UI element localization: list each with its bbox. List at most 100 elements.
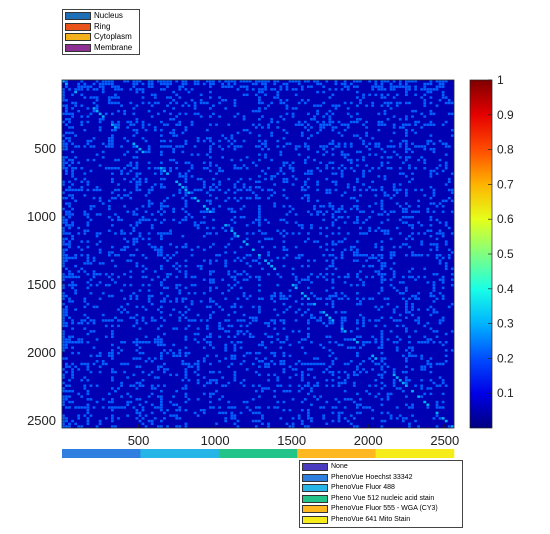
colorbar-tick-label: 1 [497,73,504,87]
heatmap-cell [92,205,96,208]
heatmap-cell [138,398,142,401]
heatmap-cell [166,368,169,371]
heatmap-cell [80,88,84,91]
heatmap-cell [365,131,368,135]
heatmap-cell [163,286,166,290]
heatmap-cell [270,134,274,137]
heatmap-cell [331,321,335,325]
heatmap-cell [184,194,188,197]
heatmap-cell [132,406,136,409]
heatmap-cell [245,128,249,132]
heatmap-cell [202,346,206,349]
heatmap-cell [408,346,411,349]
heatmap-cell [120,169,123,173]
heatmap-cell [365,104,368,107]
heatmap-cell [313,158,316,162]
heatmap-cell [307,259,310,262]
heatmap-cell [297,101,301,105]
heatmap-cell [184,80,188,83]
heatmap-cell [288,376,292,379]
heatmap-cell [395,417,399,420]
heatmap-cell [450,302,454,306]
heatmap-cell [303,338,307,341]
heatmap-cell [135,164,139,167]
heatmap-cell [144,177,148,181]
heatmap-cell [184,422,188,426]
heatmap-cell [380,273,384,276]
heatmap-cell [362,93,365,97]
heatmap-cell [209,202,212,205]
heatmap-cell [251,316,255,319]
heatmap-cell [392,275,396,279]
heatmap-cell [417,205,421,208]
heatmap-cell [359,362,362,366]
heatmap-cell [356,403,359,406]
heatmap-cell [117,308,120,311]
heatmap-cell [322,153,326,156]
heatmap-cell [444,142,448,145]
legend-swatch [65,43,91,52]
heatmap-cell [267,365,270,368]
heatmap-cell [310,362,313,366]
heatmap-cell [193,338,197,341]
heatmap-cell [233,376,237,379]
heatmap-cell [267,254,270,257]
heatmap-cell [236,180,240,184]
heatmap-cell [86,180,90,184]
heatmap-cell [172,118,176,121]
heatmap-cell [147,101,151,105]
heatmap-cell [380,213,384,216]
heatmap-cell [438,341,442,344]
heatmap-cell [68,425,71,428]
heatmap-cell [325,164,329,167]
heatmap-cell [107,215,111,219]
heatmap-cell [405,360,408,363]
heatmap-cell [343,191,347,194]
heatmap-cell [331,248,335,252]
heatmap-cell [352,245,356,249]
heatmap-cell [178,183,182,186]
heatmap-cell [141,384,145,387]
heatmap-cell [245,400,249,404]
heatmap-cell [405,210,408,213]
heatmap-cell [346,215,350,219]
heatmap-cell [383,273,387,276]
heatmap-cell [184,425,188,428]
heatmap-cell [374,142,378,145]
heatmap-cell [279,346,283,349]
heatmap-cell [65,406,68,409]
heatmap-cell [126,139,130,143]
heatmap-cell [175,389,179,393]
heatmap-cell [303,194,307,197]
heatmap-cell [141,270,145,273]
heatmap-cell [429,392,433,396]
heatmap-cell [340,251,344,254]
x-tick-label: 1500 [277,433,306,448]
heatmap-cell [303,158,307,162]
heatmap-cell [392,245,396,249]
heatmap-cell [135,131,139,135]
heatmap-cell [429,80,433,83]
heatmap-cell [411,215,414,219]
heatmap-cell [224,80,228,83]
heatmap-cell [300,226,304,230]
heatmap-cell [282,360,286,363]
heatmap-cell [138,381,142,385]
heatmap-cell [209,161,212,165]
heatmap-cell [111,85,114,88]
heatmap-cell [294,145,298,148]
heatmap-cell [340,134,344,137]
heatmap-cell [441,142,445,145]
heatmap-cell [248,186,252,189]
heatmap-cell [398,118,402,121]
heatmap-cell [340,205,344,208]
heatmap-cell [239,319,243,322]
heatmap-cell [435,218,439,222]
heatmap-cell [401,139,405,143]
heatmap-cell [111,259,114,262]
heatmap-cell [331,240,335,243]
heatmap-cell [300,123,304,126]
colorbar-tick-label: 0.7 [497,177,514,191]
heatmap-cell [405,145,408,148]
heatmap-cell [297,308,301,311]
